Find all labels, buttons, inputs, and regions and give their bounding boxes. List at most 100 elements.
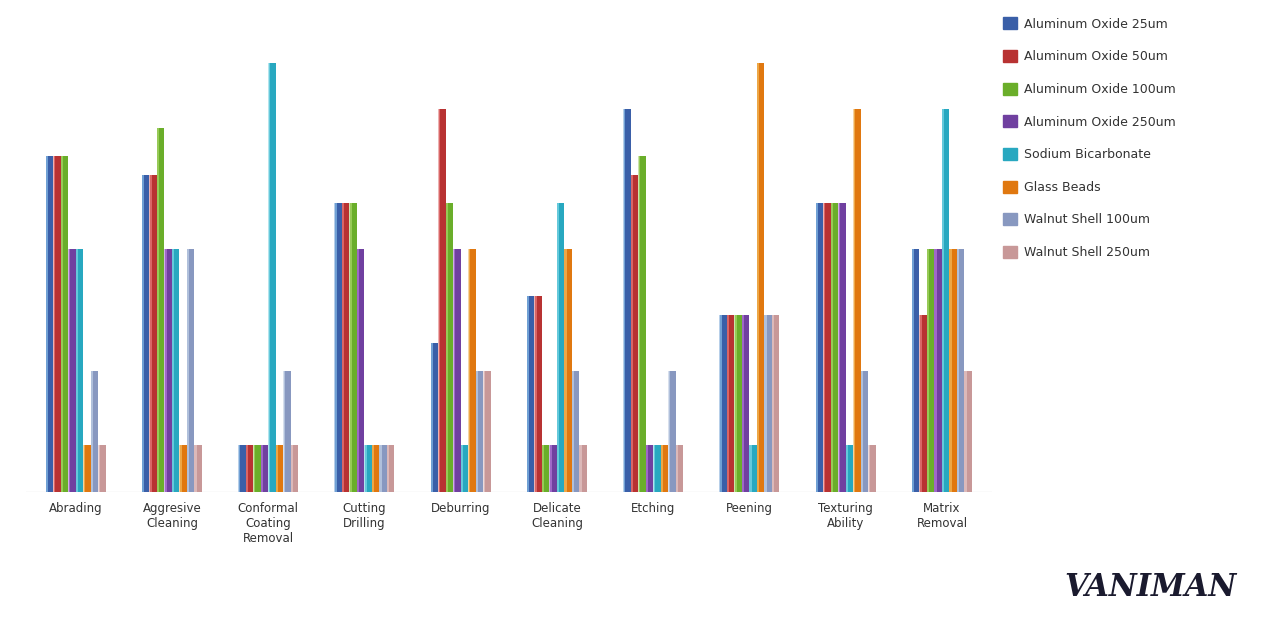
Bar: [668, 371, 671, 492]
Bar: [772, 315, 774, 492]
Bar: [46, 156, 54, 492]
Bar: [379, 445, 387, 492]
Bar: [68, 249, 70, 492]
Bar: [927, 249, 929, 492]
Bar: [660, 445, 663, 492]
Bar: [187, 249, 195, 492]
Bar: [269, 62, 270, 492]
Bar: [838, 203, 846, 492]
Bar: [445, 203, 448, 492]
Bar: [919, 315, 927, 492]
Bar: [846, 445, 854, 492]
Bar: [76, 249, 78, 492]
Bar: [164, 249, 172, 492]
Bar: [580, 445, 588, 492]
Bar: [541, 445, 549, 492]
Bar: [68, 249, 76, 492]
Bar: [91, 371, 99, 492]
Bar: [261, 445, 262, 492]
Text: VANIMAN: VANIMAN: [1065, 572, 1236, 603]
Bar: [580, 445, 581, 492]
Bar: [639, 156, 645, 492]
Bar: [846, 445, 847, 492]
Bar: [60, 156, 63, 492]
Bar: [756, 62, 764, 492]
Bar: [838, 203, 841, 492]
Bar: [283, 371, 285, 492]
Bar: [645, 445, 653, 492]
Bar: [831, 203, 838, 492]
Bar: [164, 249, 166, 492]
Bar: [772, 315, 780, 492]
Bar: [823, 203, 826, 492]
Bar: [349, 203, 352, 492]
Bar: [631, 175, 639, 492]
Bar: [99, 445, 100, 492]
Bar: [942, 109, 945, 492]
Bar: [83, 445, 91, 492]
Bar: [387, 445, 389, 492]
Bar: [438, 109, 440, 492]
Bar: [195, 445, 202, 492]
Bar: [831, 203, 833, 492]
Bar: [749, 445, 751, 492]
Bar: [756, 62, 759, 492]
Bar: [860, 371, 868, 492]
Bar: [623, 109, 631, 492]
Bar: [334, 203, 337, 492]
Bar: [379, 445, 381, 492]
Bar: [631, 175, 632, 492]
Bar: [749, 445, 756, 492]
Bar: [815, 203, 823, 492]
Bar: [468, 249, 476, 492]
Bar: [957, 249, 959, 492]
Bar: [349, 203, 357, 492]
Bar: [334, 203, 342, 492]
Bar: [275, 445, 278, 492]
Bar: [453, 249, 461, 492]
Bar: [60, 156, 68, 492]
Bar: [564, 249, 567, 492]
Bar: [564, 249, 572, 492]
Bar: [764, 315, 772, 492]
Bar: [157, 128, 159, 492]
Bar: [927, 249, 934, 492]
Bar: [476, 371, 477, 492]
Bar: [541, 445, 544, 492]
Bar: [735, 315, 737, 492]
Bar: [868, 445, 876, 492]
Bar: [445, 203, 453, 492]
Bar: [860, 371, 863, 492]
Bar: [919, 315, 922, 492]
Bar: [172, 249, 179, 492]
Bar: [557, 203, 564, 492]
Bar: [868, 445, 870, 492]
Bar: [823, 203, 831, 492]
Bar: [942, 109, 950, 492]
Bar: [365, 445, 366, 492]
Bar: [964, 371, 966, 492]
Bar: [357, 249, 365, 492]
Bar: [142, 175, 150, 492]
Bar: [572, 371, 575, 492]
Bar: [342, 203, 344, 492]
Bar: [246, 445, 248, 492]
Bar: [854, 109, 855, 492]
Bar: [179, 445, 187, 492]
Bar: [676, 445, 678, 492]
Bar: [527, 296, 535, 492]
Bar: [735, 315, 742, 492]
Bar: [150, 175, 151, 492]
Bar: [535, 296, 536, 492]
Bar: [291, 445, 293, 492]
Bar: [668, 371, 676, 492]
Bar: [246, 445, 253, 492]
Bar: [269, 62, 275, 492]
Bar: [461, 445, 463, 492]
Bar: [764, 315, 767, 492]
Bar: [623, 109, 626, 492]
Bar: [742, 315, 749, 492]
Bar: [483, 371, 490, 492]
Bar: [275, 445, 283, 492]
Bar: [742, 315, 744, 492]
